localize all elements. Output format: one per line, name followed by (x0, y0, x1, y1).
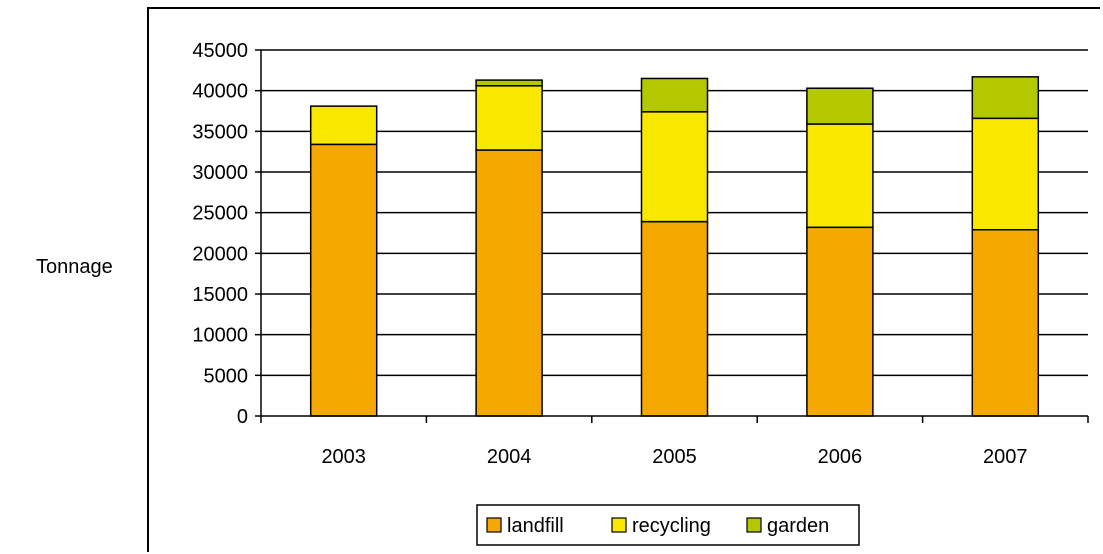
y-tick-labels: 0 5000 10000 15000 20000 25000 30000 35000 40000… (192, 40, 248, 428)
x-tick-label: 2006 (818, 446, 863, 468)
bar-recycling-2006 (806, 123, 874, 229)
y-tick-label: 30000 (192, 162, 248, 184)
y-tick-label: 10000 (192, 325, 248, 347)
x-tick-labels: 2003 2004 2005 2006 2007 (321, 446, 1027, 468)
bar-garden-2007 (971, 76, 1040, 120)
y-tick-label: 0 (237, 406, 248, 428)
bar-recycling-2004 (475, 85, 543, 151)
legend-swatch-landfill (486, 517, 502, 533)
bar-landfill-2005 (640, 220, 709, 417)
legend-label-recycling: recycling (632, 515, 711, 537)
y-axis-label: Tonnage (36, 256, 113, 278)
bar-garden-2005 (640, 77, 709, 113)
legend-swatch-recycling (611, 517, 627, 533)
y-tick-label: 35000 (192, 121, 248, 143)
y-tick-label: 45000 (192, 40, 248, 62)
y-tick-label: 15000 (192, 284, 248, 306)
bar-recycling-2005 (640, 111, 709, 223)
legend: landfill recycling garden (476, 504, 860, 546)
bars (309, 76, 1040, 417)
chart-frame (147, 7, 1100, 552)
legend-swatch-garden (746, 517, 762, 533)
bar-garden-2004 (475, 79, 543, 87)
x-tick-label: 2007 (983, 446, 1028, 468)
x-tick-label: 2005 (652, 446, 697, 468)
legend-box (476, 504, 860, 546)
bar-landfill-2004 (475, 149, 543, 417)
bar-recycling-2007 (971, 117, 1040, 231)
axes (255, 49, 1089, 423)
x-tick-label: 2003 (321, 446, 366, 468)
y-tick-label: 20000 (192, 243, 248, 265)
bar-landfill-2007 (971, 228, 1040, 417)
y-tick-label: 25000 (192, 203, 248, 225)
bar-landfill-2003 (309, 143, 378, 417)
legend-label-garden: garden (767, 515, 829, 537)
y-tick-label: 40000 (192, 81, 248, 103)
y-tick-label: 5000 (204, 365, 249, 387)
x-tick-label: 2004 (487, 446, 532, 468)
bar-garden-2006 (806, 87, 874, 125)
bar-landfill-2006 (806, 226, 874, 417)
legend-label-landfill: landfill (507, 515, 564, 537)
bar-recycling-2003 (309, 105, 378, 146)
